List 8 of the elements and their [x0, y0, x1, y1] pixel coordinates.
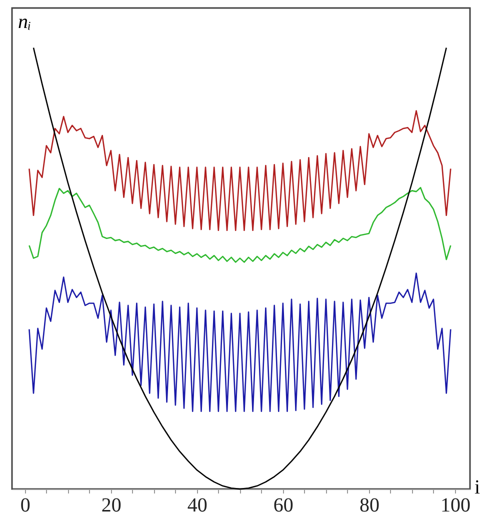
x-tick-label: 60	[273, 494, 294, 516]
x-tick-label: 20	[101, 494, 122, 516]
x-tick-label: 80	[359, 494, 380, 516]
x-tick-label: 0	[20, 494, 30, 516]
x-tick-label: 100	[440, 494, 470, 516]
y-axis-title: nᵢ	[18, 11, 32, 33]
x-axis-title: i	[474, 476, 480, 498]
x-tick-label: 40	[187, 494, 208, 516]
